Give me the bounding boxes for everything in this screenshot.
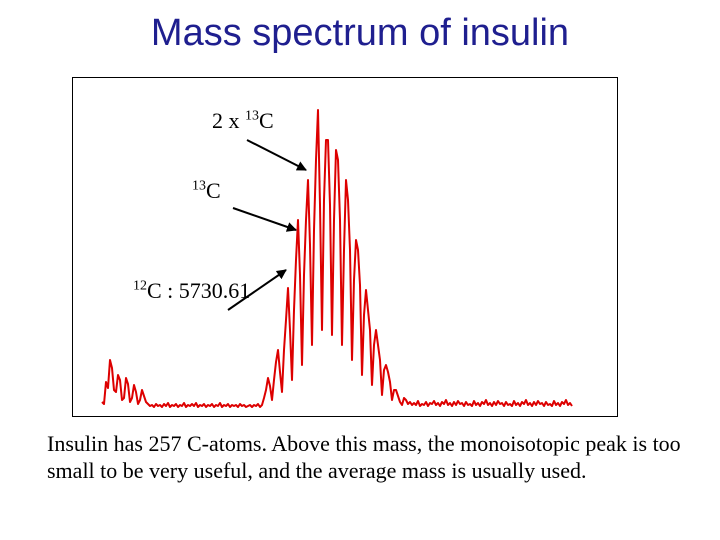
spectrum-line <box>101 109 573 408</box>
annotation-arrow-2 <box>227 269 287 311</box>
annotation-12c-sup: 12 <box>133 278 147 294</box>
annotation-2x13c-prefix: 2 x <box>212 108 245 133</box>
annotation-13c-suffix: C <box>206 178 221 203</box>
caption-text: Insulin has 257 C-atoms. Above this mass… <box>47 431 681 483</box>
annotation-12c-suffix: C : 5730.61 <box>147 278 251 303</box>
annotation-13c-sup: 13 <box>192 178 206 194</box>
annotation-2x13c: 2 x 13C <box>212 108 274 134</box>
page-title: Mass spectrum of insulin <box>150 12 570 54</box>
annotation-2x13c-sup: 13 <box>245 108 259 124</box>
chart-frame <box>72 77 618 417</box>
annotation-12c: 12C : 5730.61 <box>133 278 250 304</box>
annotation-2x13c-suffix: C <box>259 108 274 133</box>
annotation-arrow-0 <box>246 139 307 171</box>
annotation-13c: 13C <box>192 178 221 204</box>
annotation-arrow-1 <box>232 207 297 232</box>
